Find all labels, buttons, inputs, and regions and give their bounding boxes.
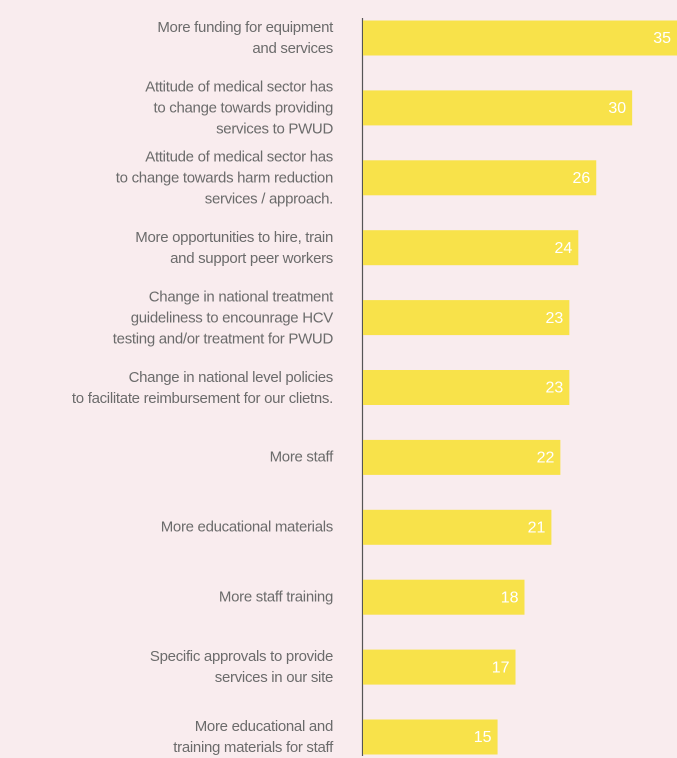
value-label: 21 [528, 520, 546, 537]
value-label: 35 [653, 30, 671, 47]
value-label: 15 [474, 729, 492, 746]
value-label: 30 [608, 100, 626, 117]
category-label: Specific approvals to provide services i… [149, 648, 333, 687]
category-label: Attitude of medical sector has to change… [145, 78, 333, 138]
value-label: 24 [555, 240, 573, 257]
bar [363, 300, 570, 336]
value-label: 17 [492, 659, 510, 676]
bar [363, 579, 525, 615]
bar [363, 20, 677, 56]
value-label: 23 [546, 380, 564, 397]
value-label: 18 [501, 589, 519, 606]
category-label: Change in national level policies to fac… [71, 368, 333, 407]
bar [363, 509, 552, 545]
bar [363, 230, 579, 266]
bar [363, 370, 570, 405]
bar [363, 439, 561, 475]
category-label: More staff training [218, 588, 333, 606]
category-label: More educational and training materials … [173, 718, 333, 756]
bar [363, 649, 516, 685]
bar [363, 160, 597, 196]
value-label: 23 [546, 310, 564, 327]
bar [363, 719, 498, 755]
category-label: More funding for equipment and services [157, 19, 333, 57]
category-label: More opportunities to hire, train and su… [135, 228, 333, 267]
category-label: More staff [269, 448, 334, 466]
category-label: More educational materials [160, 518, 334, 536]
category-label: Change in national treatment guideliness… [112, 288, 334, 348]
value-label: 26 [572, 170, 590, 187]
value-label: 22 [537, 450, 555, 467]
bar [363, 90, 633, 126]
category-label: Attitude of medical sector has to change… [115, 148, 334, 208]
